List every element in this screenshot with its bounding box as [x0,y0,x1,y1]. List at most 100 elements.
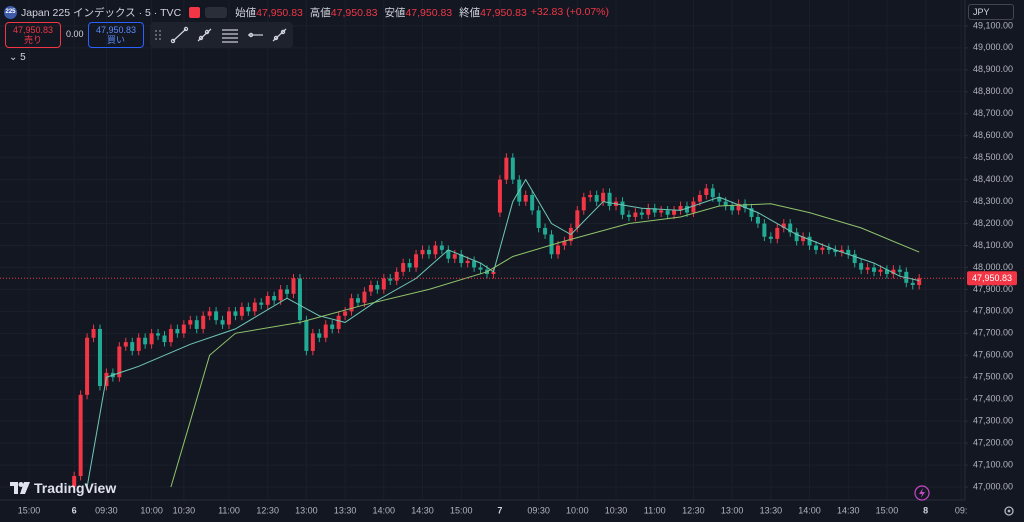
x-tick-label: 13:00 [721,505,744,515]
candle-body [472,260,477,268]
symbol-title[interactable]: Japan 225 インデックス · 5 · TVC [21,6,182,19]
candle-body [884,269,889,275]
grid [0,0,965,500]
buy-button[interactable]: 47,950.83 買い [88,22,144,48]
ohlc-value: 47,950.83 [480,6,527,19]
y-tick-label: 47,500.00 [973,372,1013,382]
candle-body [407,263,412,268]
path-tool[interactable] [272,28,287,42]
candle-body [143,337,148,345]
y-tick-label: 47,700.00 [973,328,1013,338]
candle-body [575,210,580,228]
x-tick-label: 15:00 [876,505,899,515]
candle-body [588,194,593,198]
ohlc-label: 安値 [384,6,406,19]
x-tick-label: 13:30 [334,505,357,515]
candle-body [414,254,419,268]
ohlc-label: 終値 [459,6,481,19]
candle-body [768,236,773,239]
candle-body [336,315,341,329]
y-tick-label: 49,100.00 [973,20,1013,30]
drag-handle[interactable] [155,30,161,40]
candle-body [214,311,219,321]
brand-logo [10,482,30,494]
candle-body [401,263,406,272]
y-tick-label: 47,400.00 [973,394,1013,404]
fib-tool[interactable] [222,29,238,43]
horizontal-line-tool[interactable] [248,32,263,38]
candle-body [426,249,431,255]
trend-line-tool[interactable] [170,26,189,44]
candle-body [291,278,296,294]
candle-body [497,179,502,213]
y-tick-label: 48,900.00 [973,64,1013,74]
flag-icon[interactable] [189,6,201,18]
candle-body [323,324,328,338]
candle-body [826,247,831,250]
candle-body [833,249,838,253]
toggle-pill[interactable] [205,6,228,18]
y-tick-label: 48,200.00 [973,218,1013,228]
candle-body [394,271,399,281]
candle-body [72,476,77,488]
gear-icon[interactable] [1004,506,1014,516]
candle-body [239,306,244,316]
x-tick-label: 09: [955,505,968,515]
x-tick-label: 11:00 [644,505,666,515]
change: +32.83 (+0.07%) [530,6,610,18]
candle-body [465,260,470,264]
ray-tool[interactable] [197,28,212,42]
x-tick-label: 14:30 [837,505,860,515]
candle-body [646,208,651,215]
candle-body [788,223,793,233]
candle-body [594,194,599,202]
candle-body [207,311,212,316]
candle-body [433,245,438,255]
candle-body [233,311,238,316]
candle-body [136,337,141,351]
symbol-badge[interactable]: 225 [4,5,17,19]
candle-body [188,320,193,325]
candle-body [504,157,509,180]
y-tick-label: 47,800.00 [973,306,1013,316]
sell-button[interactable]: 47,950.83 売り [5,22,61,48]
candle-body [910,282,915,286]
candle-body [278,289,283,301]
currency-button[interactable]: JPY [968,4,1014,20]
x-tick-label: 11:00 [218,505,240,515]
candle-body [839,249,844,253]
candle-body [272,296,277,301]
y-tick-label: 48,500.00 [973,152,1013,162]
candle-body [678,205,683,211]
spread: 0.00 [66,29,84,39]
candle-body [310,333,315,351]
candle-body [730,205,735,211]
x-tick-label: 15:00 [450,505,473,515]
x-tick-label: 8 [923,505,928,515]
last-price-box [967,271,1017,286]
candle-body [446,249,451,259]
candle-body [530,194,535,211]
candle-body [717,197,722,202]
y-tick-label: 47,200.00 [973,438,1013,448]
buy-label: 買い [106,35,125,45]
indicator-toggle[interactable]: ⌄ 5 [9,52,26,63]
y-tick-label: 48,600.00 [973,130,1013,140]
candle-body [672,210,677,215]
candle-body [368,285,373,292]
candle-body [156,333,161,336]
x-tick-label: 7 [497,505,502,515]
candle-body [820,247,825,250]
candle-body [175,328,180,334]
lightning-icon[interactable] [914,485,930,501]
candle-body [536,210,541,228]
candle-body [304,320,309,351]
candle-body [917,278,922,286]
candle-body [755,216,760,224]
candle-body [162,335,167,343]
sell-price: 47,950.83 [12,25,54,35]
candle-body [285,289,290,294]
moving-average [86,178,920,488]
